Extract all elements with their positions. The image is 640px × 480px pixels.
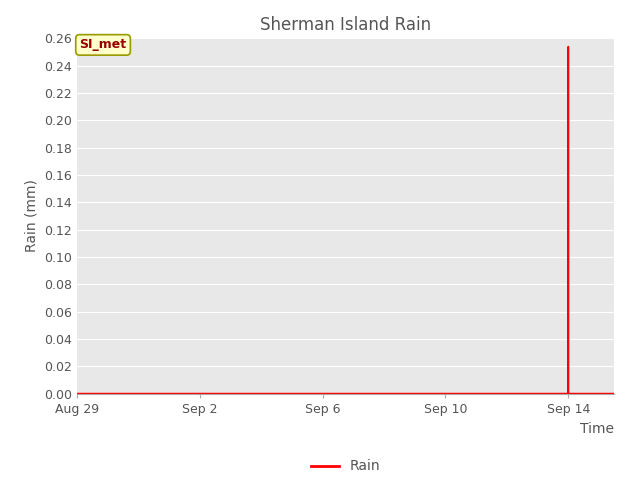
Text: SI_met: SI_met bbox=[79, 38, 127, 51]
Y-axis label: Rain (mm): Rain (mm) bbox=[24, 180, 38, 252]
Legend: Rain: Rain bbox=[305, 454, 386, 479]
Text: Time: Time bbox=[580, 422, 614, 436]
Title: Sherman Island Rain: Sherman Island Rain bbox=[260, 16, 431, 34]
